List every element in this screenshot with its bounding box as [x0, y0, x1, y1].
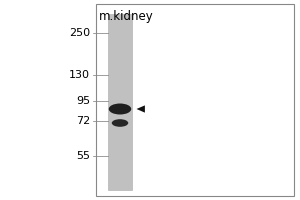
- Text: 250: 250: [69, 28, 90, 38]
- Ellipse shape: [112, 119, 128, 127]
- Bar: [108, 14, 132, 190]
- Polygon shape: [136, 105, 145, 113]
- Text: 95: 95: [76, 96, 90, 106]
- Bar: [96, 4, 294, 196]
- Text: 72: 72: [76, 116, 90, 126]
- Text: m.kidney: m.kidney: [99, 10, 153, 23]
- Text: 130: 130: [69, 70, 90, 80]
- Ellipse shape: [109, 104, 131, 114]
- Text: 55: 55: [76, 151, 90, 161]
